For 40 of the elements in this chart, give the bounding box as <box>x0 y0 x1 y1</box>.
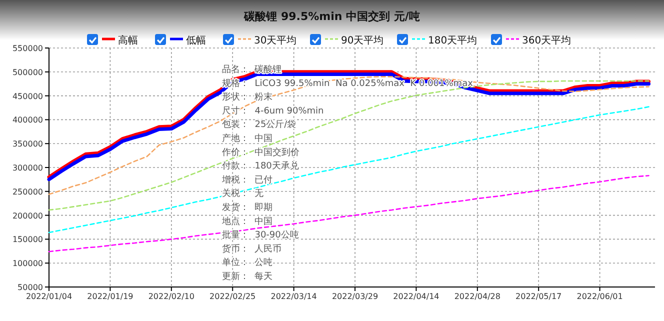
annotation: 单位： 公吨 <box>222 257 273 268</box>
annotation: 包装： 25公斤/袋 <box>222 119 296 130</box>
annotation: 货币： 人民币 <box>222 243 282 254</box>
annotation: 付款： 180天承兑 <box>222 160 299 172</box>
x-tick-label: 2022/02/10 <box>148 292 194 301</box>
y-tick-label: 300000 <box>12 164 43 172</box>
x-tick-label: 2022/04/14 <box>393 292 440 301</box>
annotation: 发货： 即期 <box>222 202 273 213</box>
x-tick-label: 2022/01/19 <box>87 292 134 301</box>
legend-label: 90天平均 <box>341 34 384 46</box>
y-tick-label: 550000 <box>12 44 43 53</box>
legend-label: 360天平均 <box>522 34 572 46</box>
x-tick-label: 2022/06/01 <box>576 292 623 301</box>
y-tick-label: 450000 <box>12 92 43 101</box>
y-tick-label: 200000 <box>12 211 43 220</box>
annotation: 作价： 中国交到价 <box>221 146 300 158</box>
chart-title: 碳酸锂 99.5%min 中国交到 元/吨 <box>243 10 420 23</box>
annotation: 地点： 中国 <box>221 216 273 227</box>
legend-label: 180天平均 <box>428 34 478 46</box>
line-series <box>48 174 650 252</box>
x-tick-label: 2022/04/28 <box>454 292 500 301</box>
legend-label: 高幅 <box>118 34 138 46</box>
y-tick-label: 50000 <box>18 283 43 292</box>
y-tick-label: 350000 <box>12 140 43 149</box>
annotation: 产地： 中国 <box>222 133 273 144</box>
y-tick-label: 400000 <box>12 116 43 125</box>
legend-label: 低幅 <box>186 34 206 46</box>
y-tick-label: 100000 <box>12 259 43 268</box>
x-tick-label: 2022/03/14 <box>270 292 317 301</box>
annotation: 更新： 每天 <box>222 271 273 282</box>
x-tick-label: 2022/01/04 <box>26 292 72 301</box>
y-tick-label: 250000 <box>12 187 43 196</box>
legend-label: 30天平均 <box>254 34 297 46</box>
annotation: 批量： 30-90公吨 <box>222 230 299 241</box>
x-tick-label: 2022/05/17 <box>516 292 562 301</box>
y-tick-label: 500000 <box>12 68 43 77</box>
annotation: 增税： 已付 <box>221 174 273 186</box>
y-tick-label: 150000 <box>12 235 43 244</box>
x-tick-label: 2022/02/25 <box>210 292 256 301</box>
x-tick-label: 2022/03/29 <box>332 292 378 301</box>
